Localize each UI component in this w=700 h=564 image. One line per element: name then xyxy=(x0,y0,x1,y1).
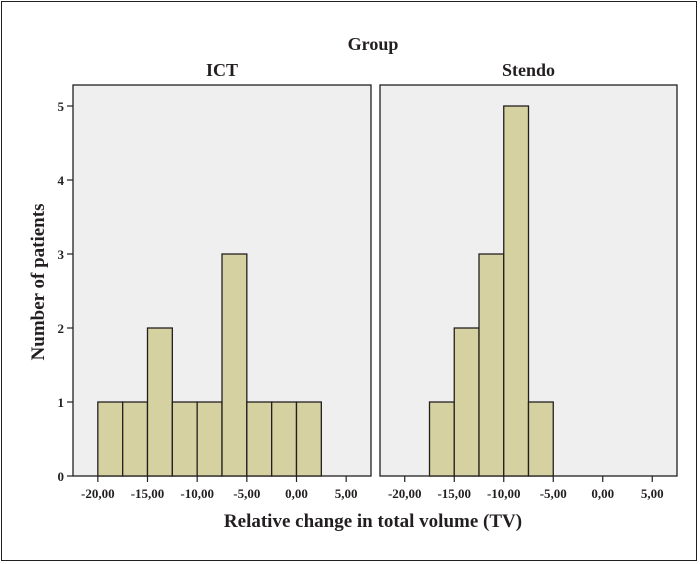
histogram-bar xyxy=(503,105,530,477)
group-title: Group xyxy=(348,34,399,54)
y-tick-label: 3 xyxy=(58,247,65,262)
x-tick-label: -5,00 xyxy=(233,486,260,501)
y-tick-label: 0 xyxy=(58,469,65,484)
x-tick-label: 0,00 xyxy=(591,486,614,501)
histogram-bar xyxy=(428,401,455,477)
y-tick-label: 1 xyxy=(58,395,65,410)
panel-title-ict: ICT xyxy=(206,60,238,80)
histogram-bar xyxy=(196,401,223,477)
y-tick-label: 4 xyxy=(58,173,65,188)
x-tick-label: -10,00 xyxy=(487,486,521,501)
x-tick-label: -15,00 xyxy=(437,486,471,501)
x-tick-label: -10,00 xyxy=(180,486,214,501)
y-axis-title: Number of patients xyxy=(28,204,49,361)
histogram-bar xyxy=(221,253,248,477)
histogram-bar xyxy=(122,401,149,477)
x-tick-label: 5,00 xyxy=(335,486,358,501)
y-tick-label: 5 xyxy=(58,99,65,114)
x-tick-label: 0,00 xyxy=(285,486,308,501)
histogram-bar xyxy=(271,401,298,477)
histogram-bar xyxy=(527,401,554,477)
panel-title-stendo: Stendo xyxy=(502,60,555,80)
x-tick-label: 5,00 xyxy=(641,486,664,501)
histogram-bar xyxy=(453,327,480,477)
histogram-bar xyxy=(171,401,198,477)
x-tick-label: -20,00 xyxy=(388,486,422,501)
histogram-bar xyxy=(146,327,173,477)
histogram-bar xyxy=(478,253,505,477)
x-tick-label: -5,00 xyxy=(540,486,567,501)
histogram-bar xyxy=(97,401,124,477)
x-tick-label: -15,00 xyxy=(131,486,165,501)
x-axis-title: Relative change in total volume (TV) xyxy=(224,511,522,532)
y-tick-label: 2 xyxy=(58,321,65,336)
histogram-bar xyxy=(295,401,322,477)
histogram-bar xyxy=(246,401,273,477)
x-tick-label: -20,00 xyxy=(81,486,115,501)
